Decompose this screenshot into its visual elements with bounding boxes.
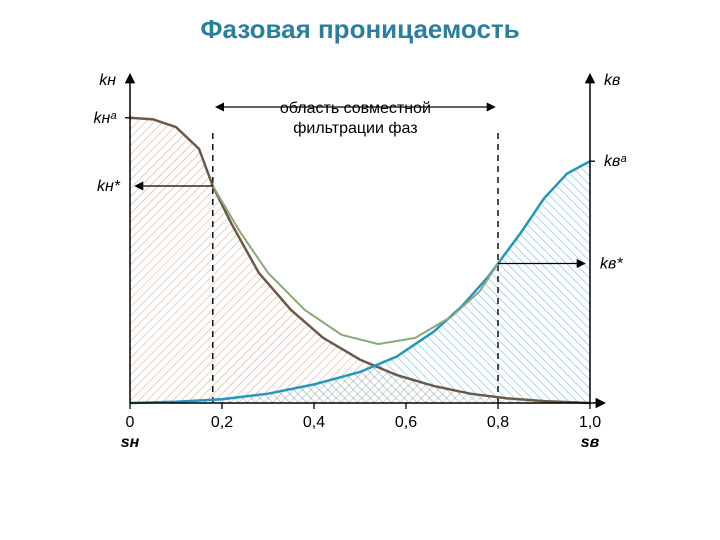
- svg-text:kн: kн: [99, 72, 116, 89]
- svg-text:sн: sн: [121, 434, 140, 451]
- chart-container: область совместной фильтрации фаз kн* kв* 0 0…: [60, 63, 660, 483]
- svg-text:kн*: kн*: [97, 178, 121, 195]
- svg-text:sв: sв: [581, 434, 600, 451]
- svg-text:0,6: 0,6: [395, 414, 417, 431]
- svg-text:kв: kв: [604, 72, 620, 89]
- svg-text:1,0: 1,0: [579, 414, 601, 431]
- svg-text:kвᵃ: kвᵃ: [604, 153, 627, 170]
- svg-text:0,4: 0,4: [303, 414, 325, 431]
- svg-text:0,2: 0,2: [211, 414, 233, 431]
- relative-permeability-chart: область совместной фильтрации фаз kн* kв* 0 0…: [60, 63, 660, 483]
- page-title: Фазовая проницаемость: [0, 0, 720, 45]
- svg-text:kв*: kв*: [600, 256, 623, 273]
- svg-text:фильтрации фаз: фильтрации фаз: [293, 120, 417, 137]
- svg-text:kнᵃ: kнᵃ: [93, 110, 117, 127]
- svg-text:0,8: 0,8: [487, 414, 509, 431]
- svg-text:область совместной: область совместной: [280, 100, 431, 117]
- svg-text:0: 0: [126, 414, 135, 431]
